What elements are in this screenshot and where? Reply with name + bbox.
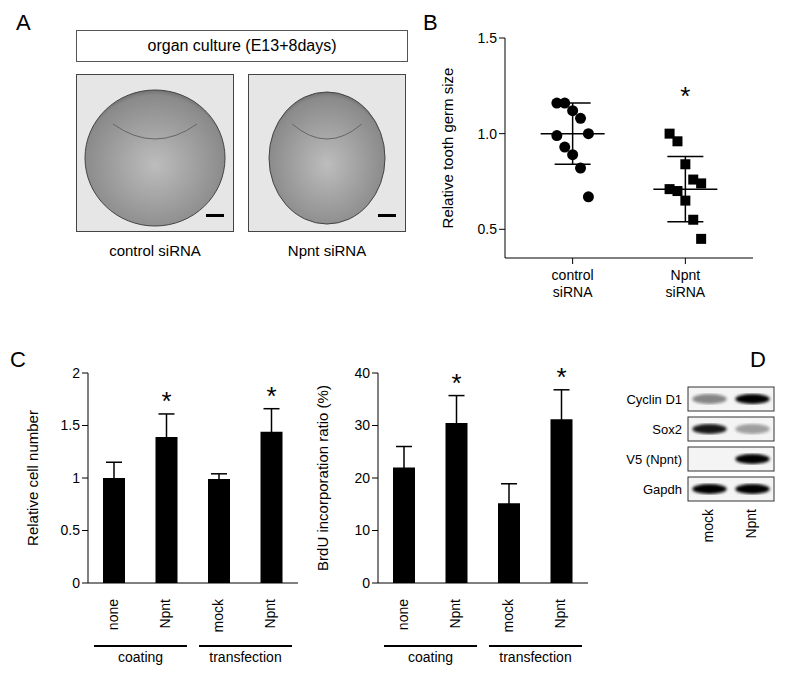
svg-text:1.5: 1.5 (478, 30, 498, 46)
svg-text:0: 0 (72, 575, 80, 591)
html-text:control siRNA: control siRNA (109, 242, 201, 259)
svg-text:controlsiRNA: controlsiRNA (552, 267, 594, 300)
svg-text:*: * (451, 368, 461, 398)
svg-text:Npnt: Npnt (552, 599, 568, 629)
svg-text:mock: mock (500, 598, 516, 632)
svg-text:none: none (395, 599, 411, 630)
svg-text:Npnt: Npnt (743, 509, 759, 539)
svg-text:Relative tooth germ size: Relative tooth germ size (439, 68, 456, 229)
svg-text:Cyclin D1: Cyclin D1 (626, 392, 682, 407)
svg-text:Relative cell number: Relative cell number (24, 410, 41, 546)
html-text:transfection: transfection (499, 649, 572, 665)
svg-text:V5 (Npnt): V5 (Npnt) (626, 452, 682, 467)
svg-text:*: * (161, 386, 171, 416)
svg-text:0: 0 (362, 575, 370, 591)
html-text:A: A (16, 10, 31, 35)
svg-text:mock: mock (700, 508, 716, 542)
svg-text:BrdU incorporation ratio (%): BrdU incorporation ratio (%) (314, 385, 331, 571)
svg-text:10: 10 (354, 522, 370, 538)
svg-text:*: * (266, 381, 276, 411)
svg-text:20: 20 (354, 470, 370, 486)
html-text:B: B (423, 10, 438, 35)
svg-text:Gapdh: Gapdh (643, 482, 682, 497)
html-text:Npnt siRNA: Npnt siRNA (287, 242, 367, 259)
html-text:organ culture (E13+8days): organ culture (E13+8days) (147, 37, 337, 54)
html-text:coating: coating (117, 649, 164, 665)
svg-text:0.5: 0.5 (478, 221, 498, 237)
svg-text:1.0: 1.0 (478, 126, 498, 142)
svg-text:Npnt: Npnt (447, 599, 463, 629)
svg-text:*: * (680, 81, 690, 111)
svg-text:none: none (105, 599, 121, 630)
svg-text:1.5: 1.5 (61, 417, 81, 433)
svg-text:mock: mock (210, 598, 226, 632)
svg-text:Npnt: Npnt (157, 599, 173, 629)
html-text:D: D (750, 347, 766, 372)
svg-text:NpntsiRNA: NpntsiRNA (666, 267, 706, 300)
svg-text:*: * (556, 362, 566, 392)
svg-text:1: 1 (72, 470, 80, 486)
svg-text:Sox2: Sox2 (652, 422, 682, 437)
html-text:coating: coating (407, 649, 454, 665)
svg-text:2: 2 (72, 365, 80, 381)
svg-text:40: 40 (354, 365, 370, 381)
svg-text:Npnt: Npnt (262, 599, 278, 629)
html-text:C: C (10, 347, 26, 372)
svg-text:0.5: 0.5 (61, 522, 81, 538)
svg-text:30: 30 (354, 417, 370, 433)
html-text:transfection: transfection (209, 649, 282, 665)
